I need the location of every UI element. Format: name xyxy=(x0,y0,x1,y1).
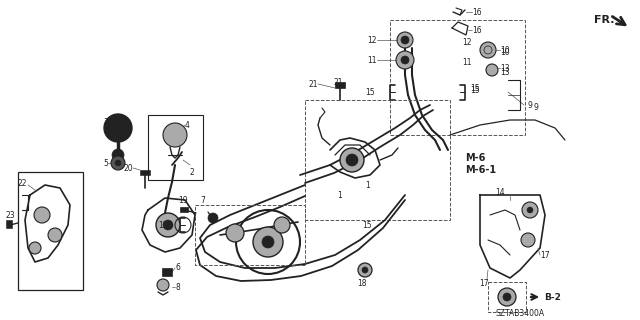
Circle shape xyxy=(522,202,538,218)
Text: 18: 18 xyxy=(357,278,367,287)
Circle shape xyxy=(358,263,372,277)
Circle shape xyxy=(226,224,244,242)
Bar xyxy=(195,205,305,265)
Circle shape xyxy=(163,123,187,147)
Circle shape xyxy=(163,220,173,230)
Bar xyxy=(305,100,450,220)
Circle shape xyxy=(396,51,414,69)
Circle shape xyxy=(274,217,290,233)
Text: 10: 10 xyxy=(500,45,509,54)
Text: 2: 2 xyxy=(190,167,195,177)
Text: 15: 15 xyxy=(365,87,375,97)
Circle shape xyxy=(156,213,180,237)
Circle shape xyxy=(486,64,498,76)
Text: 17: 17 xyxy=(540,251,550,260)
Text: 4: 4 xyxy=(185,121,190,130)
Circle shape xyxy=(262,236,274,248)
Text: 12: 12 xyxy=(463,37,472,46)
Bar xyxy=(335,82,345,88)
Text: 11: 11 xyxy=(367,55,377,65)
Text: 15: 15 xyxy=(362,220,372,229)
Circle shape xyxy=(253,227,283,257)
Text: M-6-1: M-6-1 xyxy=(465,165,496,175)
Text: 11: 11 xyxy=(463,58,472,67)
Text: 7: 7 xyxy=(200,196,205,204)
Text: M-6: M-6 xyxy=(465,153,485,163)
Text: 23: 23 xyxy=(5,211,15,220)
Circle shape xyxy=(527,207,533,213)
Circle shape xyxy=(401,56,409,64)
Text: 20: 20 xyxy=(124,164,133,172)
Circle shape xyxy=(111,156,125,170)
Text: 13: 13 xyxy=(500,63,509,73)
Circle shape xyxy=(29,242,41,254)
Text: 3: 3 xyxy=(103,117,108,126)
Circle shape xyxy=(104,114,132,142)
Text: SZTAB3400A: SZTAB3400A xyxy=(495,308,544,317)
Text: 16: 16 xyxy=(472,26,482,35)
Text: 5: 5 xyxy=(103,158,108,167)
Circle shape xyxy=(112,149,124,161)
Circle shape xyxy=(397,32,413,48)
Bar xyxy=(140,170,150,175)
Circle shape xyxy=(362,267,368,273)
Text: 13: 13 xyxy=(500,68,509,76)
Bar xyxy=(18,172,83,290)
Text: 15: 15 xyxy=(158,220,168,229)
Text: 15: 15 xyxy=(470,84,479,92)
Text: 6: 6 xyxy=(175,263,180,273)
Text: 9: 9 xyxy=(534,102,539,111)
Text: B-2: B-2 xyxy=(544,292,561,301)
Text: 17: 17 xyxy=(479,278,489,287)
Text: 12: 12 xyxy=(367,36,377,44)
Circle shape xyxy=(157,279,169,291)
Circle shape xyxy=(340,148,364,172)
Circle shape xyxy=(521,233,535,247)
Circle shape xyxy=(208,213,218,223)
Circle shape xyxy=(48,228,62,242)
Bar xyxy=(390,20,525,135)
Circle shape xyxy=(346,154,358,166)
Bar xyxy=(162,268,172,276)
Bar xyxy=(148,115,203,180)
Circle shape xyxy=(498,288,516,306)
Text: 1: 1 xyxy=(338,190,342,199)
Text: 9: 9 xyxy=(528,100,533,109)
Text: 21: 21 xyxy=(308,79,318,89)
Text: 1: 1 xyxy=(365,180,371,189)
Text: FR.: FR. xyxy=(594,15,614,25)
Circle shape xyxy=(401,36,409,44)
Bar xyxy=(488,282,526,312)
Bar xyxy=(6,220,12,228)
Text: 10: 10 xyxy=(500,47,509,57)
Text: 22: 22 xyxy=(18,179,28,188)
Text: 15: 15 xyxy=(470,85,479,94)
Circle shape xyxy=(34,207,50,223)
Circle shape xyxy=(480,42,496,58)
Text: 14: 14 xyxy=(495,188,505,196)
Text: 21: 21 xyxy=(333,77,343,86)
Bar xyxy=(180,207,188,212)
Text: 16: 16 xyxy=(472,7,482,17)
Text: 8: 8 xyxy=(175,283,180,292)
Circle shape xyxy=(503,293,511,301)
Text: 19: 19 xyxy=(178,196,188,204)
Circle shape xyxy=(115,160,121,166)
